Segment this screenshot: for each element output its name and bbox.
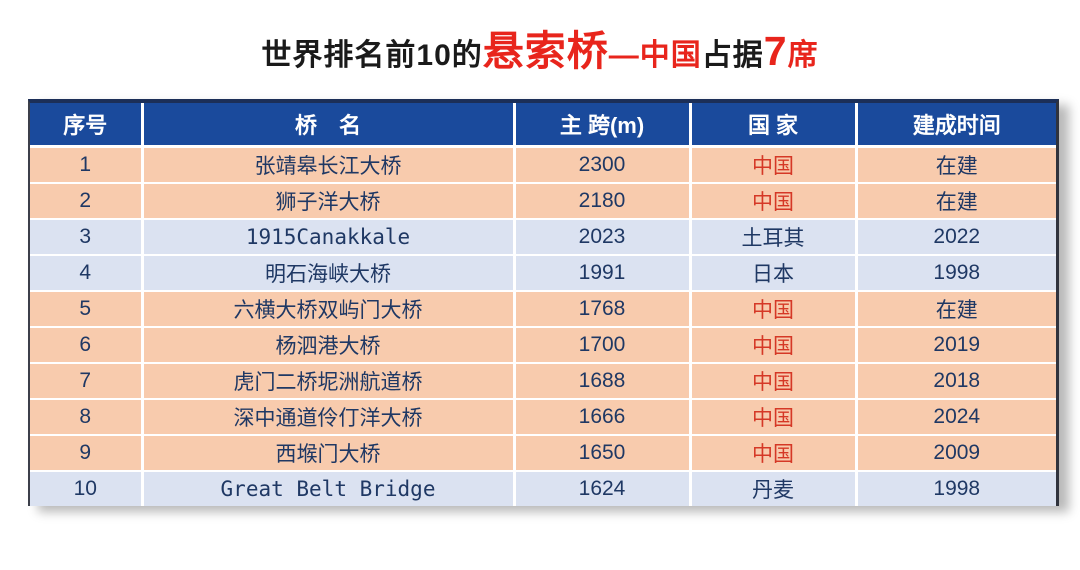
country-cell: 中国	[690, 435, 858, 472]
table-row: 5 六横大桥双屿门大桥 1768 中国 在建	[30, 291, 1056, 328]
col-header-country: 国 家	[690, 103, 858, 148]
table-row: 2 狮子洋大桥 2180 中国 在建	[30, 183, 1056, 220]
rank-cell: 9	[30, 435, 144, 472]
title-segment: 世界排名前10的	[261, 39, 483, 72]
table-row: 3 1915Canakkale 2023 土耳其 2022	[30, 219, 1056, 256]
title-segment: 席	[787, 39, 819, 72]
year-cell: 1998	[856, 255, 1056, 292]
span-cell: 1650	[514, 435, 692, 472]
span-cell: 2180	[514, 183, 692, 220]
rank-cell: 8	[30, 399, 144, 436]
rank-cell: 10	[30, 471, 144, 506]
bridge-name-cell: 张靖皋长江大桥	[142, 146, 516, 184]
col-header-year: 建成时间	[856, 103, 1056, 148]
col-header-name: 桥 名	[142, 103, 516, 148]
span-cell: 1700	[514, 327, 692, 364]
rank-cell: 2	[30, 183, 144, 220]
country-cell: 丹麦	[690, 471, 858, 506]
year-cell: 2009	[856, 435, 1056, 472]
table-row: 9 西堠门大桥 1650 中国 2009	[30, 435, 1056, 472]
bridge-table-frame: 序号 桥 名 主 跨(m) 国 家 建成时间 1 张靖皋长江大桥 2300 中国…	[28, 99, 1059, 506]
country-cell: 日本	[690, 255, 858, 292]
year-cell: 在建	[856, 146, 1056, 184]
country-cell: 中国	[690, 399, 858, 436]
bridge-name-cell: 深中通道伶仃洋大桥	[142, 399, 516, 436]
year-cell: 2022	[856, 219, 1056, 256]
table-row: 10 Great Belt Bridge 1624 丹麦 1998	[30, 471, 1056, 506]
rank-cell: 5	[30, 291, 144, 328]
year-cell: 2019	[856, 327, 1056, 364]
rank-cell: 1	[30, 146, 144, 184]
bridge-name-cell: 杨泗港大桥	[142, 327, 516, 364]
country-cell: 中国	[690, 183, 858, 220]
span-cell: 1666	[514, 399, 692, 436]
year-cell: 2018	[856, 363, 1056, 400]
country-cell: 中国	[690, 327, 858, 364]
bridge-name-cell: Great Belt Bridge	[142, 471, 516, 506]
table-row: 1 张靖皋长江大桥 2300 中国 在建	[30, 146, 1056, 184]
title-segment-highlight: 悬索桥	[482, 28, 609, 74]
title-segment: 占据	[701, 39, 764, 72]
page-title: 世界排名前10的悬索桥—中国占据7席	[0, 26, 1080, 81]
country-cell: 中国	[690, 363, 858, 400]
bridge-name-cell: 西堠门大桥	[142, 435, 516, 472]
col-header-span: 主 跨(m)	[514, 103, 692, 148]
span-cell: 2300	[514, 146, 692, 184]
rank-cell: 7	[30, 363, 144, 400]
table-row: 6 杨泗港大桥 1700 中国 2019	[30, 327, 1056, 364]
header-row: 序号 桥 名 主 跨(m) 国 家 建成时间	[30, 103, 1056, 148]
table-row: 7 虎门二桥坭洲航道桥 1688 中国 2018	[30, 363, 1056, 400]
rank-cell: 3	[30, 219, 144, 256]
year-cell: 1998	[856, 471, 1056, 506]
title-segment-count: 7	[763, 28, 788, 74]
span-cell: 1624	[514, 471, 692, 506]
title-segment: —中国	[608, 39, 702, 72]
year-cell: 在建	[856, 291, 1056, 328]
bridge-name-cell: 1915Canakkale	[142, 219, 516, 256]
bridge-name-cell: 狮子洋大桥	[142, 183, 516, 220]
country-cell: 中国	[690, 146, 858, 184]
span-cell: 1688	[514, 363, 692, 400]
bridge-name-cell: 虎门二桥坭洲航道桥	[142, 363, 516, 400]
bridge-name-cell: 六横大桥双屿门大桥	[142, 291, 516, 328]
span-cell: 1768	[514, 291, 692, 328]
bridge-name-cell: 明石海峡大桥	[142, 255, 516, 292]
rank-cell: 4	[30, 255, 144, 292]
year-cell: 2024	[856, 399, 1056, 436]
rank-cell: 6	[30, 327, 144, 364]
country-cell: 土耳其	[690, 219, 858, 256]
table-row: 8 深中通道伶仃洋大桥 1666 中国 2024	[30, 399, 1056, 436]
span-cell: 2023	[514, 219, 692, 256]
bridge-table: 序号 桥 名 主 跨(m) 国 家 建成时间 1 张靖皋长江大桥 2300 中国…	[30, 103, 1056, 506]
table-row: 4 明石海峡大桥 1991 日本 1998	[30, 255, 1056, 292]
col-header-rank: 序号	[30, 103, 144, 148]
country-cell: 中国	[690, 291, 858, 328]
year-cell: 在建	[856, 183, 1056, 220]
span-cell: 1991	[514, 255, 692, 292]
